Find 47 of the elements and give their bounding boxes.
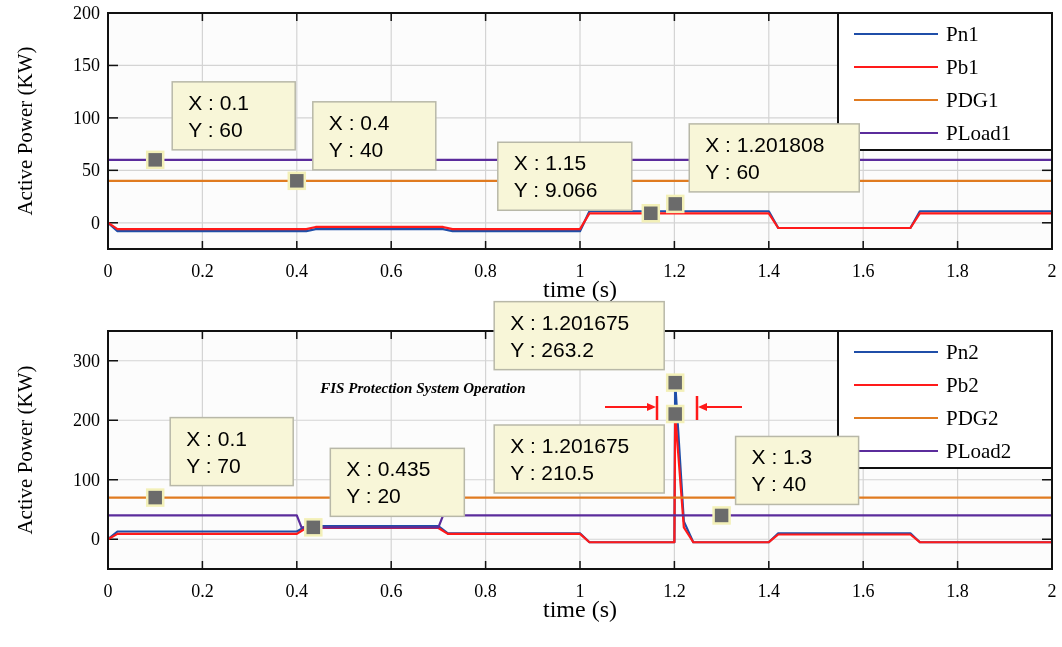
x-tick-label: 1.8 <box>946 581 969 601</box>
annotation: X : 0.435 Y : 20 <box>346 457 431 508</box>
y-tick-label: 150 <box>73 55 100 76</box>
x-tick-label: 0.8 <box>474 261 497 281</box>
x-tick-label: 0.8 <box>474 581 497 601</box>
x-tick-label: 0.6 <box>379 261 403 281</box>
y-tick-label: 200 <box>73 410 100 431</box>
legend-label: PLoad1 <box>946 121 1012 145</box>
annotation: X : 0.4 Y : 40 <box>328 110 390 161</box>
y-axis-title: Active Power (KW) <box>13 365 37 535</box>
y-tick-label: 50 <box>82 160 100 181</box>
x-tick-label: 1.6 <box>851 581 875 601</box>
x-tick-label: 2 <box>1047 581 1057 601</box>
x-tick-label: 2 <box>1047 261 1057 281</box>
x-tick-label: 0.4 <box>285 261 309 281</box>
x-tick-label: 1.2 <box>663 581 686 601</box>
annotation: X : 1.201675 Y : 210.5 <box>510 434 630 484</box>
y-axis-title: Active Power (KW) <box>13 46 37 216</box>
y-tick-label: 100 <box>73 107 100 128</box>
y-tick-label: 300 <box>73 350 100 371</box>
annotation: X : 1.201675 Y : 263.2 <box>510 310 630 361</box>
legend-label: Pb1 <box>946 55 979 79</box>
annotation: X : 1.3 Y : 40 <box>751 445 813 496</box>
x-tick-label: 1.8 <box>946 261 969 281</box>
x-tick-label: 0.4 <box>285 581 309 601</box>
legend-label: PDG1 <box>946 88 999 112</box>
x-tick-label: 1.6 <box>851 261 875 281</box>
legend-label: Pb2 <box>946 373 979 397</box>
annotation: FIS Protection System Operation <box>319 380 526 396</box>
x-tick-label: 1.4 <box>757 581 781 601</box>
y-tick-label: 0 <box>91 529 100 550</box>
y-tick-label: 100 <box>73 469 100 490</box>
x-tick-label: 0.2 <box>191 261 214 281</box>
legend-label: Pn2 <box>946 340 979 364</box>
annotation: X : 1.201808 Y : 60 <box>705 132 825 183</box>
y-tick-label: 200 <box>73 3 100 23</box>
x-tick-label: 1.4 <box>757 261 781 281</box>
annotation: X : 1.15 Y : 9.066 <box>513 151 598 202</box>
x-tick-label: 0.6 <box>379 581 403 601</box>
legend-label: PLoad2 <box>946 439 1012 463</box>
x-tick-label: 0.2 <box>191 581 214 601</box>
legend-label: PDG2 <box>946 406 999 430</box>
legend-label: Pn1 <box>946 22 979 46</box>
x-tick-label: 1.2 <box>663 261 686 281</box>
y-tick-label: 0 <box>91 212 100 233</box>
annotation: X : 0.1 Y : 70 <box>186 426 247 477</box>
annotation: X : 0.1 Y : 60 <box>188 90 249 141</box>
